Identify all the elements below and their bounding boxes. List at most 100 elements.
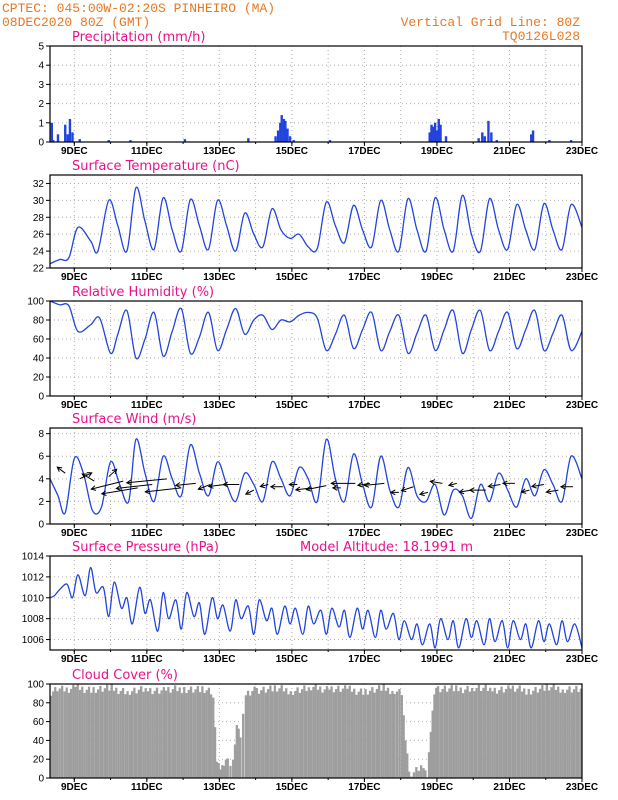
cloud-bar: [94, 692, 97, 778]
cloud-bar: [180, 693, 184, 778]
y-tick-label: 20: [33, 373, 45, 384]
wind-arrow-head: [458, 488, 465, 495]
cloud-bar: [121, 687, 125, 778]
cloud-bar: [176, 691, 179, 778]
cloud-bar: [484, 684, 487, 778]
cloud-bar: [52, 691, 55, 778]
wind-arrow: [521, 489, 530, 493]
precip-bar: [66, 134, 69, 142]
x-tick-label: 13DEC: [203, 146, 235, 157]
cloud-bar: [101, 691, 104, 778]
cloud-bar: [523, 688, 526, 778]
wind-arrow-head: [111, 468, 118, 475]
cloud-bar: [552, 684, 555, 778]
cloud-bar: [298, 692, 301, 778]
cloud-bar: [346, 688, 349, 778]
x-tick-label: 21DEC: [493, 782, 525, 793]
precip-bar: [481, 132, 484, 142]
y-tick-label: 1: [38, 118, 44, 129]
cloud-bar: [74, 686, 77, 778]
cloud-bar: [224, 759, 228, 778]
cloud-bar: [235, 724, 238, 778]
x-tick-label: 11DEC: [131, 782, 163, 793]
x-tick-label: 11DEC: [131, 400, 163, 411]
cloud-bar: [58, 688, 61, 778]
x-tick-label: 9DEC: [61, 654, 88, 665]
cloud-bar: [452, 691, 456, 778]
cloud-bar: [511, 685, 515, 778]
cloud-bar: [164, 690, 168, 778]
y-tick-label: 4: [38, 474, 44, 485]
cloud-bar: [473, 691, 476, 778]
wind-arrow-head: [125, 479, 132, 486]
cloud-bar: [289, 691, 292, 778]
header-date: 08DEC2020 80Z (GMT): [2, 15, 150, 30]
precip-bar: [107, 140, 110, 142]
cloud-bar: [436, 686, 440, 778]
cloud-bar: [448, 688, 451, 778]
cloud-bar: [205, 690, 208, 778]
precip-bar: [437, 118, 440, 142]
cloud-bar: [217, 763, 220, 778]
x-tick-label: 21DEC: [493, 654, 525, 665]
cloud-bar: [271, 691, 274, 778]
cloud-bar: [525, 694, 528, 778]
cloud-bar: [126, 691, 129, 778]
cloud-bar: [557, 686, 560, 778]
cloud-bar: [332, 692, 335, 778]
wind-arrow-head: [244, 489, 251, 495]
x-tick-label: 11DEC: [131, 654, 163, 665]
cloud-bar: [502, 692, 505, 778]
precip-bar: [64, 124, 67, 142]
cloud-bar: [144, 688, 147, 778]
x-tick-label: 17DEC: [348, 272, 380, 283]
precip-bar: [432, 126, 435, 142]
cloud-bar: [285, 688, 288, 778]
x-tick-label: 13DEC: [203, 272, 235, 283]
cloud-bar: [237, 728, 240, 778]
y-tick-label: 5: [38, 42, 44, 53]
cloud-bar: [244, 695, 248, 778]
cloud-bar: [321, 692, 324, 778]
cloud-bar: [194, 689, 197, 778]
cloud-bar: [117, 693, 120, 778]
cloud-bar: [489, 687, 492, 778]
cloud-bar: [174, 685, 177, 778]
cloud-bar: [493, 687, 496, 778]
cloud-bar: [246, 690, 250, 778]
wind-arrow: [198, 484, 211, 490]
cloud-bar: [435, 687, 438, 778]
x-tick-label: 21DEC: [493, 400, 525, 411]
cloud-bar: [577, 691, 580, 778]
x-tick-label: 9DEC: [61, 272, 88, 283]
precip-bar: [292, 140, 295, 142]
cloud-bar: [466, 685, 469, 778]
precip-bar: [430, 124, 433, 142]
cloud-bar: [482, 687, 485, 778]
cloud-bar: [516, 688, 519, 778]
cloud-bar: [81, 686, 84, 778]
cloud-bar: [54, 687, 57, 778]
wind-arrow-head: [56, 466, 63, 472]
cloud-bar: [242, 713, 245, 778]
y-tick-label: 30: [33, 196, 45, 207]
x-tick-label: 19DEC: [421, 146, 453, 157]
cloud-bar: [459, 687, 462, 778]
cloud-bar: [561, 689, 564, 778]
x-tick-label: 15DEC: [276, 782, 308, 793]
cloud-bar: [169, 692, 172, 778]
pres-title: Surface Pressure (hPa): [72, 540, 219, 555]
wind-arrow: [175, 482, 196, 486]
wind-arrow: [364, 482, 385, 486]
wind-arrow: [81, 473, 95, 482]
cloud-bar: [443, 685, 447, 778]
cloud-bar: [341, 688, 345, 778]
cloud-panel: 0 20 40 60 80 100 9DEC 11DEC 13DEC 15DEC 17DEC 19DE…: [27, 668, 598, 793]
precip-bar: [477, 138, 480, 142]
precip-bar: [284, 120, 287, 142]
wind-arrow-head: [487, 482, 494, 489]
y-tick-label: 2: [38, 497, 44, 508]
cloud-bar: [119, 690, 122, 778]
precip-bar: [282, 118, 286, 142]
cloud-bar: [260, 690, 263, 778]
